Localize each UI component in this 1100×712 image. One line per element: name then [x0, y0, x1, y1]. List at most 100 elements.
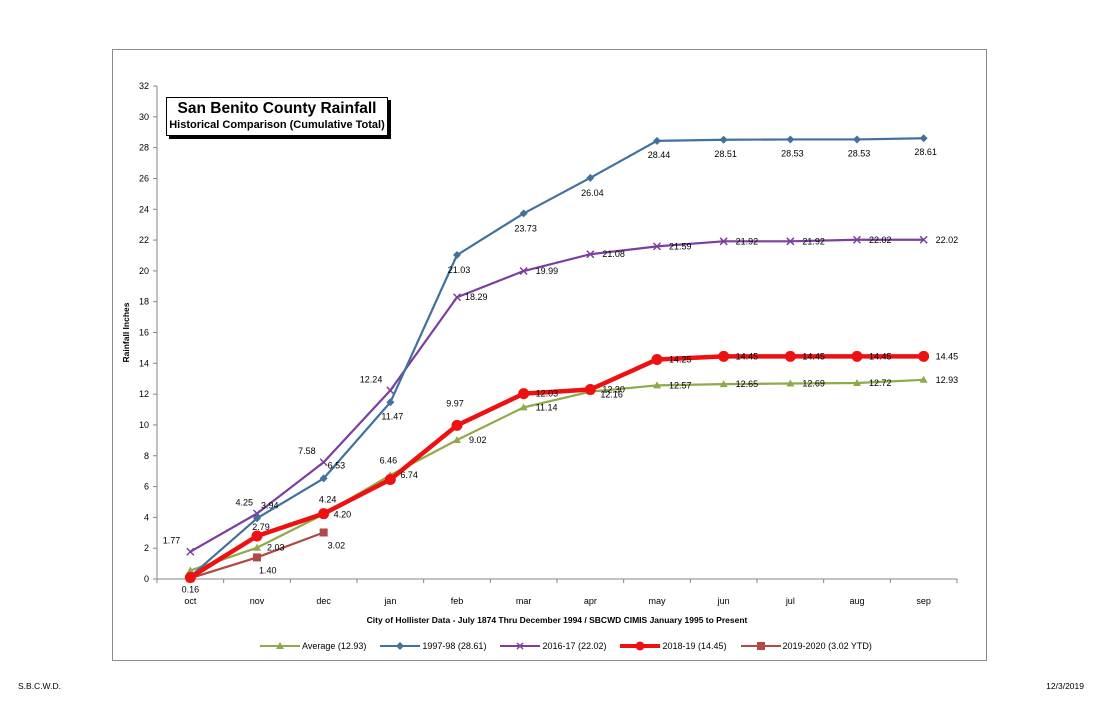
marker-y9798-dec — [319, 474, 328, 483]
legend-item-1997-98: 1997-98 (28.61) — [380, 641, 486, 651]
marker-y1819-jun — [718, 350, 730, 362]
x-tick-label-may: may — [648, 596, 666, 606]
marker-y1617-jan-b — [386, 386, 395, 395]
marker-y9798-nov — [253, 514, 261, 523]
chart-title: San Benito County Rainfall — [177, 100, 377, 117]
data-label-y1617-jan: 12.24 — [360, 374, 383, 384]
legend-label-average: Average (12.93) — [302, 641, 367, 651]
data-label-y1819-nov: 2.79 — [252, 522, 270, 532]
data-label-y1920-nov: 1.40 — [259, 565, 277, 575]
marker-y1617-mar-b — [519, 266, 528, 276]
data-label-y9798-sep: 28.61 — [914, 147, 937, 157]
marker-y1819-jul — [784, 350, 796, 362]
data-label-y1617-oct: 1.77 — [163, 536, 181, 546]
data-label-avg-nov: 2.03 — [267, 543, 285, 553]
marker-y9798-jan — [386, 398, 395, 407]
marker-y1617-may-b — [652, 242, 662, 251]
marker-y1617-aug — [852, 235, 862, 244]
data-label-y1819-jun: 14.45 — [736, 351, 759, 361]
marker-y1819-dec — [318, 508, 330, 520]
y-tick-label: 0 — [144, 574, 149, 584]
data-label-y1819-jan: 6.46 — [380, 455, 398, 465]
marker-y9798-feb — [453, 251, 461, 260]
x-tick-label-mar: mar — [516, 596, 532, 606]
chart-subtitle: Historical Comparison (Cumulative Total) — [169, 119, 385, 131]
data-label-avg-may: 12.57 — [669, 380, 692, 390]
marker-y1617-feb — [452, 293, 462, 302]
marker-y1617-apr-b — [586, 250, 595, 259]
marker-avg-feb — [453, 436, 461, 444]
marker-y1617-jul-b — [786, 237, 795, 246]
footer-org: S.B.C.W.D. — [18, 681, 61, 691]
y-tick-label: 4 — [144, 512, 149, 522]
legend-item-average: Average (12.93) — [260, 641, 366, 651]
marker-y1819-nov — [251, 530, 263, 542]
marker-y1617-oct — [186, 547, 195, 556]
legend-label-1997-98: 1997-98 (28.61) — [422, 641, 487, 651]
marker-y1617-jan — [386, 386, 395, 395]
y-tick-label: 14 — [139, 358, 149, 368]
data-label-y9798-dec: 6.53 — [328, 460, 346, 470]
y-tick-label: 24 — [139, 204, 149, 214]
data-label-y1819-sep: 14.45 — [936, 351, 959, 361]
data-label-y9798-may: 28.44 — [648, 150, 671, 160]
data-label-y9798-oct: 0.16 — [182, 585, 200, 595]
marker-y1617-nov-b — [252, 509, 262, 518]
data-label-y1617-sep: 22.02 — [936, 235, 959, 245]
marker-y1617-oct-b — [186, 547, 195, 556]
x-tick-label-oct: oct — [184, 596, 197, 606]
marker-y1617-mar — [519, 266, 528, 276]
marker-avg-jun — [719, 380, 728, 388]
data-label-y1819-mar: 12.03 — [536, 389, 559, 399]
y-tick-label: 30 — [139, 112, 149, 122]
footer-date: 12/3/2019 — [1046, 681, 1084, 691]
data-label-y1819-dec: 4.24 — [319, 495, 337, 505]
y-tick-label: 2 — [144, 543, 149, 553]
marker-avg-oct — [186, 566, 195, 574]
legend-swatch-2018-19 — [620, 641, 661, 651]
data-label-avg-aug: 12.72 — [869, 378, 892, 388]
data-label-y1617-mar: 19.99 — [536, 266, 559, 276]
y-tick-label: 8 — [144, 451, 149, 461]
data-label-y9798-mar: 23.73 — [514, 223, 537, 233]
data-label-avg-sep: 12.93 — [936, 375, 959, 385]
data-label-y1819-feb: 9.97 — [446, 398, 464, 408]
x-tick-label-nov: nov — [250, 596, 265, 606]
data-label-y1617-may: 21.59 — [669, 241, 692, 251]
data-label-avg-mar: 11.14 — [536, 402, 558, 412]
y-tick-label: 32 — [139, 81, 149, 91]
marker-y1617-aug-b — [852, 235, 862, 244]
series-line-y9798 — [189, 137, 924, 578]
marker-y9798-mar — [519, 209, 528, 218]
marker-y9798-jul — [786, 135, 795, 144]
data-label-y1617-dec: 7.58 — [298, 446, 316, 456]
y-tick-label: 18 — [139, 297, 149, 307]
chart-legend: Average (12.93) 1997-98 (28.61) 2016-17 … — [260, 641, 872, 651]
marker-y1819-mar — [518, 388, 530, 400]
data-label-y1617-apr: 21.08 — [602, 249, 625, 259]
y-tick-label: 10 — [139, 420, 149, 430]
x-tick-label-aug: aug — [849, 596, 864, 606]
marker-y9798-sep — [919, 134, 928, 143]
y-tick-label: 22 — [139, 235, 149, 245]
marker-avg-mar — [519, 403, 528, 411]
marker-y1617-jun-b — [719, 237, 728, 246]
marker-avg-sep — [919, 375, 928, 383]
marker-y1617-jun — [719, 237, 728, 246]
marker-y1819-oct — [184, 571, 196, 583]
legend-item-2016-17: 2016-17 (22.02) — [500, 641, 606, 651]
marker-y1920-dec — [319, 528, 328, 537]
marker-y1617-dec — [319, 458, 328, 467]
legend-swatch-2016-17 — [500, 642, 541, 650]
chart-title-box: San Benito County Rainfall Historical Co… — [166, 97, 388, 136]
marker-y1617-jul — [786, 237, 795, 246]
marker-y1819-feb — [451, 419, 463, 431]
marker-y1617-apr — [586, 250, 595, 259]
marker-y1819-sep — [918, 350, 930, 362]
marker-y1617-feb-b — [452, 293, 462, 302]
data-label-y1819-apr: 12.30 — [602, 385, 625, 395]
x-tick-label-dec: dec — [316, 596, 331, 606]
data-label-y9798-nov: 3.94 — [261, 500, 279, 510]
data-label-y1617-jun: 21.92 — [736, 236, 759, 246]
marker-y9798-jun — [719, 135, 728, 144]
